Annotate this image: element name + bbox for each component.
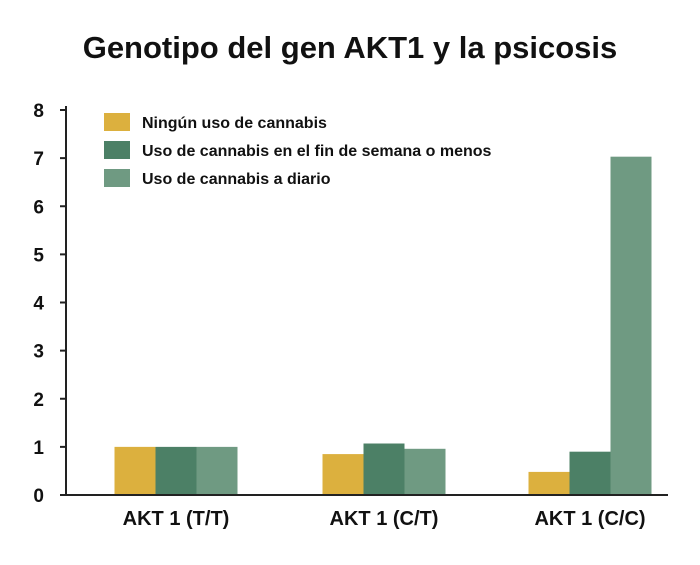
y-tick-label: 8 [33,101,44,122]
y-tick-label: 2 [33,390,44,411]
legend-swatch [104,113,130,131]
bar [114,446,156,495]
bar [322,454,364,495]
legend-swatch [104,141,130,159]
x-tick-label: AKT 1 (T/T) [123,508,230,530]
bar [155,446,197,495]
y-tick-label: 1 [33,438,44,459]
y-tick-label: 5 [33,245,44,266]
x-tick-label: AKT 1 (C/C) [534,508,645,530]
y-tick-label: 6 [33,197,44,218]
bars [114,156,652,495]
legend-label: Uso de cannabis en el fin de semana o me… [142,143,492,160]
bar [196,446,238,495]
legend-swatch [104,169,130,187]
bar [404,448,446,495]
legend-label: Ningún uso de cannabis [142,115,327,132]
chart-title: Genotipo del gen AKT1 y la psicosis [82,30,618,65]
legend-label: Uso de cannabis a diario [142,171,331,188]
bar [363,443,405,495]
bar [610,156,652,495]
legend: Ningún uso de cannabis Uso de cannabis en… [104,113,492,188]
y-tick-label: 7 [33,149,44,170]
y-tick-label: 3 [33,342,44,363]
y-tick-label: 4 [33,294,44,315]
bar [528,471,570,495]
y-tick-label: 0 [33,486,44,507]
y-axis: 0 1 2 3 4 5 6 7 8 [33,101,67,507]
x-axis: AKT 1 (T/T) AKT 1 (C/T) AKT 1 (C/C) [66,494,668,530]
x-tick-label: AKT 1 (C/T) [330,508,439,530]
bar [569,451,611,495]
